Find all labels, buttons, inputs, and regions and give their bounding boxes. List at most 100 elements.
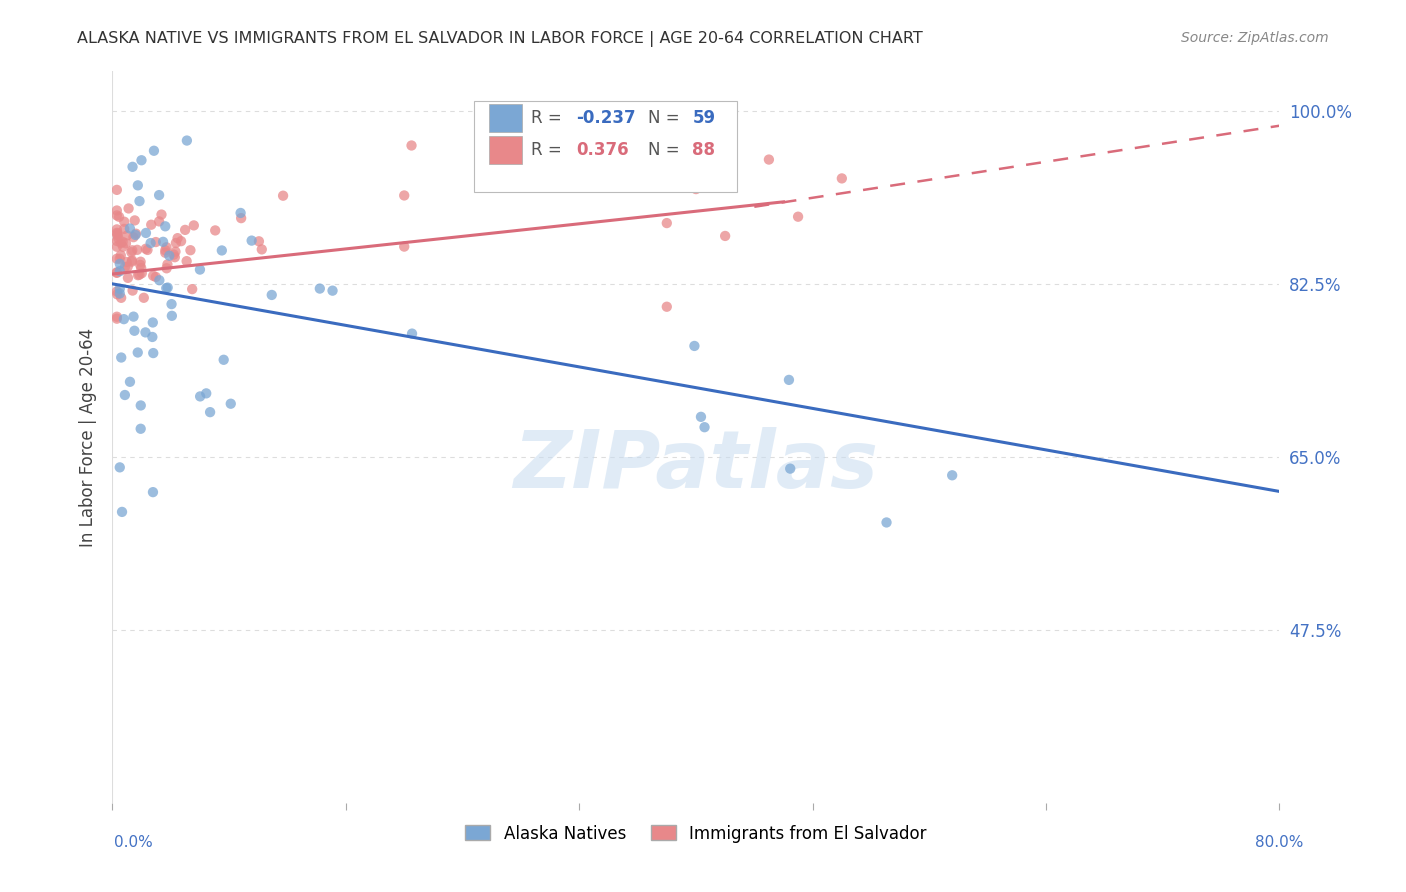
Point: [260, 288, 283, 302]
Point: [129, 399, 152, 413]
Point: [155, 219, 177, 234]
Point: [683, 339, 706, 353]
Point: [105, 222, 128, 236]
Point: [127, 243, 149, 257]
Point: [112, 222, 135, 236]
Point: [107, 231, 129, 245]
Point: [165, 235, 187, 250]
Text: 80.0%: 80.0%: [1256, 836, 1303, 850]
Point: [250, 243, 273, 257]
Point: [121, 284, 143, 298]
Point: [231, 211, 253, 226]
Point: [693, 420, 716, 434]
Point: [150, 208, 173, 222]
Point: [127, 345, 149, 359]
Point: [714, 229, 737, 244]
Point: [105, 311, 128, 326]
Point: [129, 422, 152, 436]
Point: [105, 234, 128, 248]
Point: [110, 351, 132, 365]
Point: [105, 310, 128, 324]
Point: [831, 171, 853, 186]
Point: [115, 236, 138, 251]
Point: [188, 262, 211, 277]
Point: [125, 227, 148, 241]
Point: [160, 297, 183, 311]
Point: [204, 223, 226, 237]
Point: [139, 236, 162, 251]
Point: [128, 194, 150, 208]
Point: [166, 231, 188, 245]
Y-axis label: In Labor Force | Age 20-64: In Labor Force | Age 20-64: [79, 327, 97, 547]
Point: [394, 188, 416, 202]
Point: [141, 218, 163, 232]
Point: [188, 389, 211, 403]
Point: [155, 245, 177, 260]
Point: [941, 468, 963, 483]
Text: ALASKA NATIVE VS IMMIGRANTS FROM EL SALVADOR IN LABOR FORCE | AGE 20-64 CORRELAT: ALASKA NATIVE VS IMMIGRANTS FROM EL SALV…: [77, 31, 924, 47]
Point: [121, 160, 143, 174]
Text: Source: ZipAtlas.com: Source: ZipAtlas.com: [1181, 31, 1329, 45]
Point: [179, 244, 201, 258]
Point: [176, 134, 198, 148]
Point: [229, 206, 252, 220]
Point: [170, 234, 193, 248]
Point: [128, 268, 150, 282]
Point: [198, 405, 221, 419]
Text: 0.0%: 0.0%: [114, 836, 153, 850]
Point: [155, 244, 177, 258]
Point: [148, 188, 170, 202]
Point: [111, 505, 134, 519]
Point: [142, 316, 165, 330]
Point: [176, 254, 198, 268]
Point: [105, 203, 128, 218]
Point: [110, 248, 132, 262]
Point: [787, 210, 810, 224]
Point: [117, 271, 139, 285]
Point: [122, 310, 145, 324]
Point: [134, 326, 156, 340]
Point: [117, 202, 139, 216]
Point: [142, 268, 165, 283]
Point: [112, 215, 135, 229]
Point: [105, 240, 128, 254]
Text: -0.237: -0.237: [576, 109, 636, 128]
Point: [155, 281, 177, 295]
Point: [114, 388, 136, 402]
Point: [108, 257, 131, 271]
Point: [142, 485, 165, 500]
Point: [247, 235, 270, 249]
Text: ZIPatlas: ZIPatlas: [513, 427, 879, 506]
Point: [108, 460, 131, 475]
FancyBboxPatch shape: [474, 101, 737, 192]
Point: [148, 214, 170, 228]
Point: [107, 227, 129, 241]
Point: [322, 284, 344, 298]
Point: [157, 249, 180, 263]
Text: 88: 88: [693, 141, 716, 160]
Point: [132, 291, 155, 305]
Point: [401, 138, 423, 153]
Point: [136, 243, 159, 257]
Point: [181, 282, 204, 296]
Point: [111, 235, 134, 249]
Point: [174, 223, 197, 237]
Text: R =: R =: [531, 109, 568, 128]
Point: [112, 240, 135, 254]
Point: [142, 346, 165, 360]
Point: [108, 282, 131, 296]
Point: [108, 264, 131, 278]
Point: [135, 242, 157, 256]
Point: [240, 234, 263, 248]
Point: [127, 268, 149, 283]
Point: [779, 461, 801, 475]
Point: [108, 210, 131, 224]
Point: [124, 324, 146, 338]
Point: [115, 255, 138, 269]
Point: [131, 266, 153, 280]
Point: [110, 291, 132, 305]
Point: [685, 182, 707, 196]
Point: [105, 266, 128, 280]
Point: [690, 409, 713, 424]
Point: [148, 273, 170, 287]
